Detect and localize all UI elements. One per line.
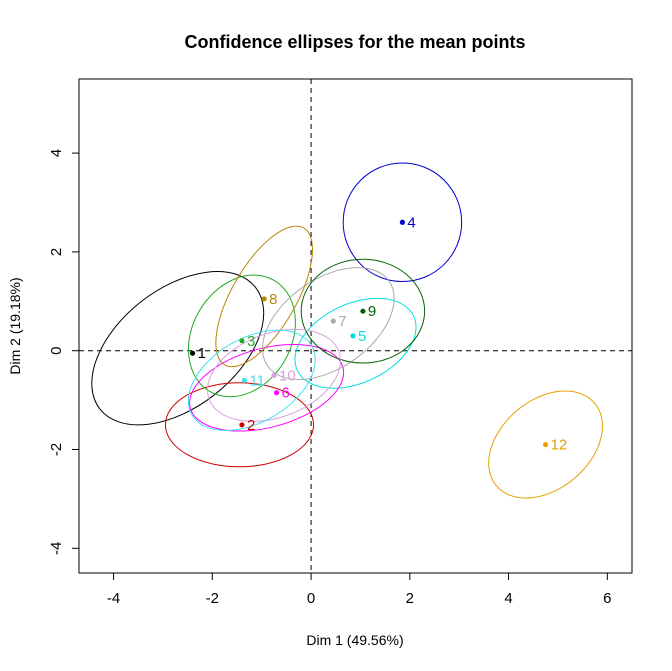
- reference-lines: [79, 79, 632, 573]
- x-tick-label: 4: [504, 590, 512, 607]
- plot-frame: [78, 78, 633, 574]
- confidence-ellipse-9: [300, 258, 426, 364]
- y-tick-label: -2: [48, 443, 65, 456]
- point-label-8: 8: [269, 291, 277, 308]
- y-tick-label: -4: [48, 542, 65, 555]
- x-tick-label: 0: [307, 590, 315, 607]
- point-label-1: 1: [198, 345, 206, 362]
- confidence-ellipse-10: [207, 328, 342, 422]
- y-tick-label: 0: [48, 347, 65, 355]
- mean-point-1: [189, 350, 196, 356]
- mean-point-6: [273, 390, 280, 396]
- confidence-ellipse-1: [91, 271, 265, 426]
- mean-point-5: [350, 333, 356, 339]
- point-label-2: 2: [247, 417, 255, 434]
- point-label-7: 7: [338, 313, 346, 330]
- point-label-9: 9: [368, 303, 376, 320]
- x-tick-label: 6: [603, 590, 611, 607]
- point-label-5: 5: [358, 328, 366, 345]
- confidence-ellipse-3: [187, 274, 296, 398]
- x-tick-label: 2: [406, 590, 414, 607]
- point-label-3: 3: [247, 333, 255, 350]
- x-axis-label: Dim 1 (49.56%): [306, 632, 403, 648]
- point-label-12: 12: [551, 437, 568, 454]
- x-tick-label: -2: [206, 590, 219, 607]
- mean-point-3: [239, 338, 245, 344]
- mean-point-12: [542, 441, 549, 448]
- point-label-6: 6: [282, 385, 290, 402]
- y-tick-label: 4: [48, 149, 65, 157]
- mean-point-8: [261, 296, 267, 302]
- mean-point-2: [239, 422, 245, 428]
- confidence-ellipse-11: [187, 329, 316, 432]
- confidence-ellipse-2: [164, 382, 315, 468]
- mean-point-4: [399, 219, 406, 225]
- confidence-ellipse-5: [294, 297, 417, 389]
- x-tick-label: -4: [107, 590, 120, 607]
- y-axis-label: Dim 2 (19.18%): [7, 277, 23, 374]
- point-label-4: 4: [407, 214, 415, 231]
- confidence-ellipses: [91, 162, 603, 499]
- chart-title: Confidence ellipses for the mean points: [184, 32, 525, 52]
- point-label-11: 11: [249, 372, 265, 389]
- mean-point-10: [271, 372, 277, 378]
- mean-point-11: [241, 377, 248, 383]
- point-label-10: 10: [279, 367, 296, 384]
- confidence-ellipse-4: [342, 162, 463, 283]
- confidence-ellipse-7: [262, 267, 395, 380]
- confidence-ellipse-12: [488, 390, 603, 499]
- y-tick-label: 2: [48, 248, 65, 256]
- confidence-ellipse-8: [215, 225, 313, 368]
- mean-point-7: [330, 318, 336, 324]
- axes-ticks: -4 -2 0 2 4 6 -4 -2 0 2 4: [48, 149, 612, 607]
- mean-point-9: [360, 308, 366, 314]
